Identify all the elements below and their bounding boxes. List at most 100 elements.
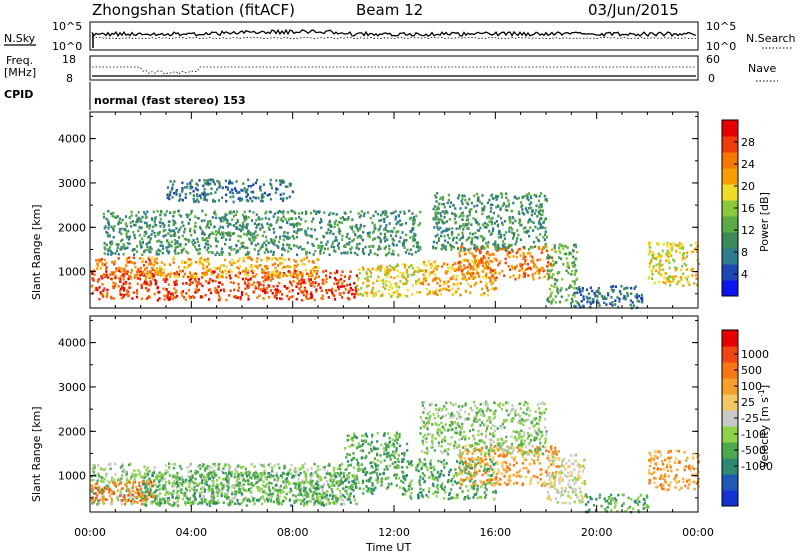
range-cell	[239, 265, 242, 268]
range-cell	[548, 287, 551, 291]
range-cell	[333, 245, 336, 249]
range-cell	[246, 284, 249, 288]
range-cell	[214, 287, 217, 290]
range-cell	[111, 252, 114, 255]
range-cell	[267, 273, 270, 276]
range-cell	[209, 182, 212, 186]
range-cell	[121, 464, 124, 468]
range-cell	[190, 273, 193, 277]
range-cell	[571, 261, 574, 265]
range-cell	[178, 244, 181, 247]
range-cell	[172, 234, 175, 237]
range-cell	[188, 264, 191, 268]
range-cell	[443, 221, 446, 225]
range-cell	[303, 486, 306, 490]
range-cell	[171, 196, 174, 199]
range-cell	[300, 218, 303, 221]
range-cell	[91, 502, 94, 505]
range-cell	[181, 198, 184, 202]
range-cell	[543, 194, 546, 198]
range-cell	[331, 501, 335, 504]
range-cell	[251, 199, 254, 203]
range-cell	[448, 236, 451, 240]
range-cell	[322, 270, 325, 273]
range-cell	[288, 290, 291, 293]
range-cell	[181, 290, 184, 293]
range-cell	[334, 471, 337, 475]
range-cell	[523, 230, 526, 234]
range-cell	[141, 273, 144, 276]
range-cell	[262, 297, 265, 300]
range-cell	[319, 286, 322, 289]
range-cell	[409, 264, 413, 267]
range-cell	[279, 183, 282, 186]
range-cell	[333, 500, 337, 503]
range-cell	[247, 216, 250, 219]
range-cell	[284, 497, 288, 500]
range-cell	[227, 482, 230, 485]
range-cell	[165, 210, 168, 213]
range-cell	[629, 299, 632, 302]
range-cell	[384, 287, 387, 290]
range-cell	[429, 262, 432, 266]
range-cell	[692, 267, 695, 271]
range-cell	[202, 486, 206, 489]
range-cell	[227, 497, 230, 501]
range-cell	[156, 232, 159, 235]
range-cell	[243, 215, 246, 219]
range-cell	[105, 266, 108, 269]
range-cell	[166, 296, 169, 300]
range-cell	[540, 267, 543, 270]
range-cell	[346, 296, 349, 300]
range-cell	[247, 295, 250, 298]
range-cell	[536, 227, 539, 231]
range-cell	[301, 211, 304, 215]
range-cell	[635, 293, 638, 296]
range-cell	[164, 481, 168, 484]
range-cell	[315, 276, 318, 279]
range-cell	[322, 466, 325, 469]
range-cell	[161, 251, 164, 255]
range-cell	[199, 295, 202, 299]
range-cell	[265, 248, 268, 252]
range-cell	[442, 229, 445, 233]
range-cell	[459, 214, 462, 218]
range-cell	[270, 238, 273, 241]
range-cell	[473, 205, 476, 208]
range-cell	[209, 220, 212, 223]
range-cell	[547, 256, 551, 260]
range-cell	[564, 245, 567, 248]
range-cell	[284, 478, 287, 481]
range-cell	[453, 217, 457, 221]
range-cell	[340, 274, 343, 277]
range-cell	[212, 476, 215, 480]
range-cell	[459, 261, 462, 264]
range-cell	[305, 295, 308, 298]
range-cell	[340, 476, 343, 480]
range-cell	[143, 282, 146, 285]
range-cell	[206, 473, 209, 476]
range-cell	[288, 491, 291, 494]
range-cell	[658, 262, 661, 266]
range-cell	[491, 216, 494, 220]
noise-left-tick-top: 10^5	[52, 20, 82, 33]
range-cell	[200, 501, 203, 505]
range-cell	[651, 273, 654, 276]
range-cell	[464, 290, 468, 293]
range-cell	[254, 482, 257, 486]
range-cell	[237, 286, 241, 289]
range-cell	[251, 283, 254, 286]
range-cell	[224, 258, 227, 262]
range-cell	[461, 231, 464, 235]
range-cell	[155, 489, 158, 492]
range-cell	[175, 491, 178, 495]
range-tick-label: 2000	[58, 221, 86, 234]
range-cell	[119, 270, 122, 274]
range-cell	[222, 467, 225, 470]
range-cell	[336, 472, 339, 475]
range-cell	[165, 294, 168, 298]
range-cell	[279, 275, 282, 279]
range-cell	[485, 222, 488, 226]
range-cell	[648, 262, 651, 265]
range-cell	[537, 222, 541, 225]
